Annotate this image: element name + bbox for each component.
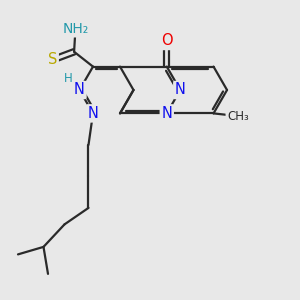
Text: S: S xyxy=(48,52,57,68)
Text: O: O xyxy=(161,34,172,49)
Text: N: N xyxy=(74,82,85,98)
Text: N: N xyxy=(161,106,172,121)
Text: NH₂: NH₂ xyxy=(62,22,88,36)
Text: CH₃: CH₃ xyxy=(227,110,249,123)
Text: N: N xyxy=(88,106,98,121)
Text: N: N xyxy=(175,82,186,98)
Text: H: H xyxy=(64,72,73,85)
